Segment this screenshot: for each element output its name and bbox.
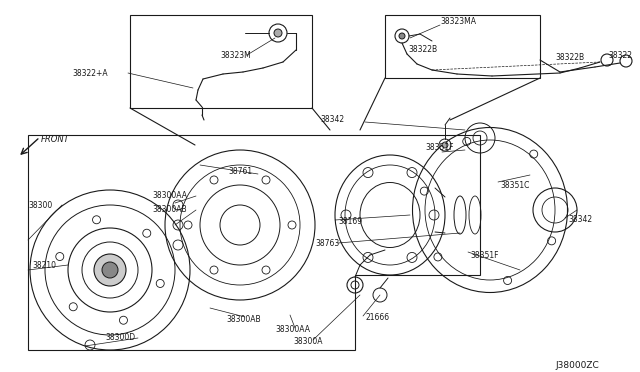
Text: 38322B: 38322B [555, 54, 584, 62]
Text: FRONT: FRONT [41, 135, 70, 144]
Circle shape [102, 262, 118, 278]
Text: 38300AA: 38300AA [275, 326, 310, 334]
Text: 38351F: 38351F [470, 250, 499, 260]
Circle shape [274, 29, 282, 37]
Text: 38351C: 38351C [500, 180, 529, 189]
Text: 38342: 38342 [320, 115, 344, 125]
Text: 38300AB: 38300AB [226, 315, 260, 324]
Text: 38342: 38342 [568, 215, 592, 224]
Text: 38323M: 38323M [220, 51, 251, 60]
Text: 38323MA: 38323MA [440, 17, 476, 26]
Text: 21666: 21666 [365, 314, 389, 323]
Text: 38300: 38300 [28, 201, 52, 209]
Text: 38210: 38210 [32, 260, 56, 269]
Circle shape [94, 254, 126, 286]
Text: 38300A: 38300A [293, 337, 323, 346]
Text: J38000ZC: J38000ZC [555, 360, 599, 369]
Text: 38763: 38763 [315, 238, 339, 247]
Text: 38322: 38322 [608, 51, 632, 60]
Circle shape [399, 33, 405, 39]
Circle shape [442, 142, 448, 148]
Text: 38169: 38169 [338, 218, 362, 227]
Bar [130, 15, 312, 108]
Text: 38300AB: 38300AB [152, 205, 187, 215]
Bar [385, 15, 540, 78]
Text: 38322B: 38322B [408, 45, 437, 55]
Text: 38300D: 38300D [105, 334, 135, 343]
Text: 38322+A: 38322+A [72, 68, 108, 77]
Text: 38761: 38761 [228, 167, 252, 176]
Text: 38300AA: 38300AA [152, 192, 187, 201]
Text: 38351F: 38351F [425, 144, 454, 153]
